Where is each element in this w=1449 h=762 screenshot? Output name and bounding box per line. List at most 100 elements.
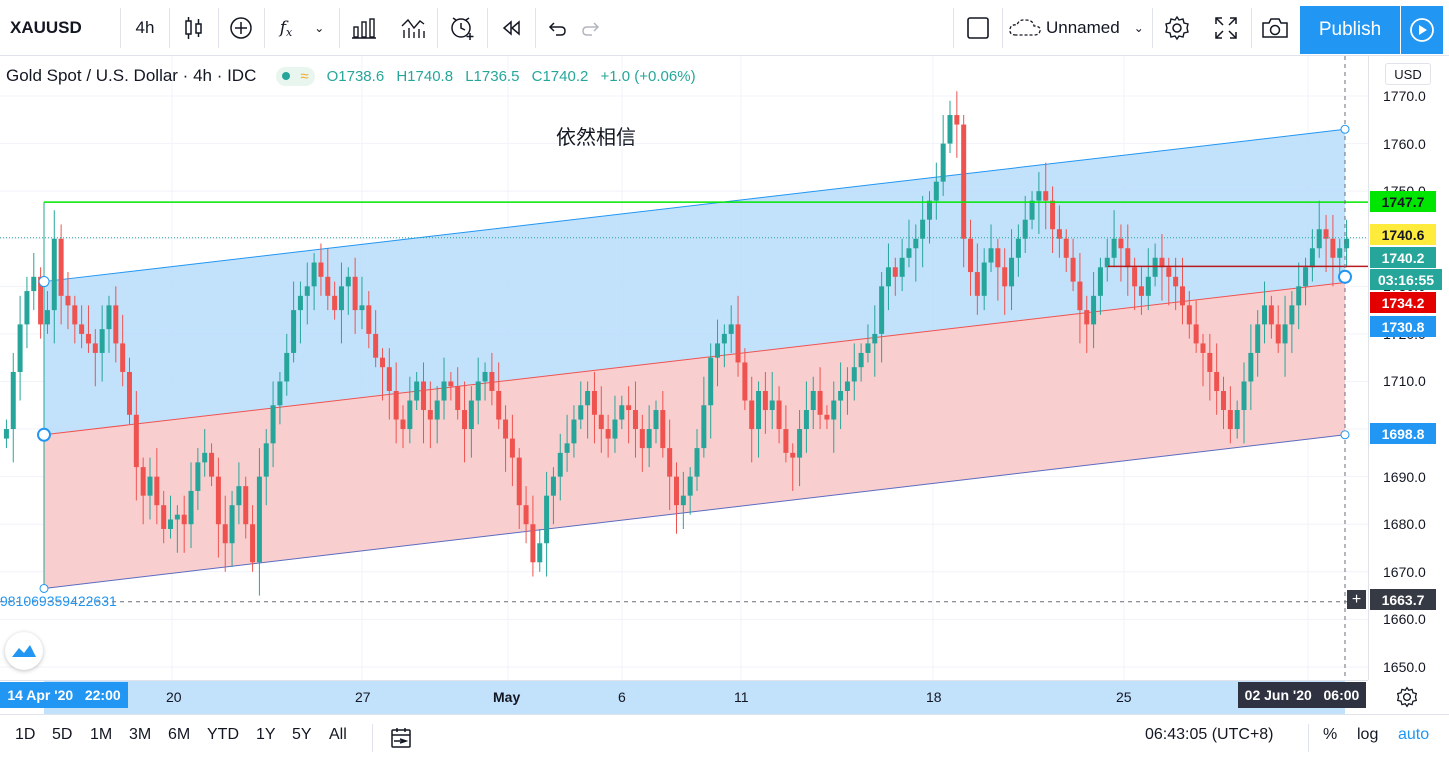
market-status-pill[interactable]: ≈: [276, 66, 315, 86]
goto-date-icon[interactable]: [390, 726, 414, 755]
price-axis[interactable]: [1368, 56, 1449, 680]
add-plus-icon[interactable]: +: [1347, 590, 1366, 609]
legend-close: C1740.2: [531, 67, 589, 85]
candle-body: [1179, 286, 1185, 306]
candle-body: [489, 371, 495, 391]
channel-upper-fill: [44, 129, 1345, 435]
candle-body: [1036, 191, 1042, 201]
range-ytd[interactable]: YTD: [207, 726, 239, 743]
market-open-dot-icon: [282, 72, 291, 80]
range-1m[interactable]: 1M: [90, 726, 113, 743]
fx-icon[interactable]: f x ⌄: [279, 18, 325, 39]
channel-mid-line: [43, 282, 1346, 436]
candle-body: [263, 443, 269, 477]
candle-body: [222, 524, 228, 544]
compare-add-icon[interactable]: [219, 0, 263, 56]
price-tick-label: 1680.0: [1383, 516, 1426, 533]
layout-name-menu[interactable]: Unnamed ⌄: [1008, 0, 1150, 56]
price-tick-label: 1660.0: [1383, 611, 1426, 628]
candle-body: [168, 519, 174, 529]
percent-toggle[interactable]: %: [1323, 726, 1338, 743]
candle-body: [291, 310, 297, 353]
auto-toggle[interactable]: auto: [1398, 726, 1430, 743]
candle-body: [1125, 248, 1131, 268]
redo-icon[interactable]: [574, 0, 610, 56]
candle-body: [701, 405, 707, 449]
publish-button[interactable]: Publish: [1300, 6, 1400, 54]
candle-body: [85, 333, 91, 344]
indicator-templates-icon[interactable]: [390, 0, 436, 56]
candle-body: [126, 371, 132, 415]
candle-body: [1138, 286, 1144, 296]
candle-body: [1091, 295, 1097, 325]
candle-body: [509, 438, 515, 458]
candle-body: [523, 505, 529, 525]
candle-body: [1221, 390, 1227, 411]
candle-body: [1043, 191, 1049, 201]
candle-body: [1111, 238, 1117, 258]
legend-symbol-name[interactable]: Gold Spot / U.S. Dollar · 4h · IDC: [6, 66, 257, 85]
candle-body: [352, 276, 358, 311]
axis-settings-gear-icon[interactable]: [1396, 686, 1420, 710]
candle-body: [475, 381, 481, 401]
symbol-search[interactable]: XAUUSD: [10, 18, 82, 37]
price-tick-label: 1650.0: [1383, 658, 1426, 675]
bottom-separator: [372, 724, 373, 752]
candle-body: [1077, 281, 1083, 311]
candle-body: [715, 343, 721, 358]
price-tick-label: 1670.0: [1383, 563, 1426, 580]
templates-icon[interactable]: [340, 0, 388, 56]
candle-body: [591, 390, 597, 415]
range-1y[interactable]: 1Y: [256, 726, 276, 743]
candle-body: [209, 452, 215, 477]
chart-text-annotation[interactable]: 依然相信: [556, 127, 636, 149]
log-toggle[interactable]: log: [1357, 726, 1379, 743]
candle-body: [154, 476, 160, 506]
candle-body: [749, 400, 755, 430]
gear-icon[interactable]: [1153, 0, 1201, 56]
price-chart[interactable]: [0, 56, 1368, 680]
channel-handle-left-top: [38, 276, 50, 288]
candle-body: [455, 386, 461, 411]
replay-icon[interactable]: [488, 0, 534, 56]
interval-button[interactable]: 4h: [135, 18, 155, 37]
layout-square-icon[interactable]: [954, 0, 1002, 56]
candle-body: [345, 276, 351, 287]
candle-body: [728, 324, 734, 334]
candle-body: [646, 429, 652, 449]
play-icon[interactable]: [1401, 6, 1443, 54]
undo-icon[interactable]: [538, 0, 574, 56]
candles-icon[interactable]: [170, 0, 218, 56]
candle-body: [708, 357, 714, 406]
candle-body: [236, 486, 242, 506]
candle-body: [667, 448, 673, 477]
time-label: May: [493, 689, 521, 705]
range-5d[interactable]: 5D: [52, 726, 73, 743]
candle-body: [106, 305, 112, 330]
candle-body: [844, 381, 850, 391]
candle-body: [1022, 219, 1028, 239]
candle-body: [1015, 238, 1021, 258]
range-3m[interactable]: 3M: [129, 726, 152, 743]
camera-icon[interactable]: [1252, 0, 1298, 56]
alert-clock-icon[interactable]: [438, 0, 486, 56]
candle-body: [3, 429, 9, 439]
candle-body: [851, 367, 857, 382]
candle-body: [598, 414, 604, 430]
candle-body: [769, 400, 775, 411]
clock-timezone[interactable]: 06:43:05 (UTC+8): [1145, 726, 1274, 743]
range-5y[interactable]: 5Y: [292, 726, 312, 743]
currency-label[interactable]: USD: [1385, 63, 1431, 85]
candle-body: [1255, 324, 1261, 353]
candle-body: [1002, 267, 1008, 287]
time-label: 18: [926, 689, 942, 705]
fullscreen-icon[interactable]: [1202, 0, 1250, 56]
price-tick-label: 1710.0: [1383, 373, 1426, 390]
range-6m[interactable]: 6M: [168, 726, 191, 743]
time-start-badge: 14 Apr '20 22:00: [0, 682, 128, 708]
range-all[interactable]: All: [329, 726, 347, 743]
candle-body: [284, 352, 290, 382]
candle-body: [885, 267, 891, 287]
tradingview-logo-icon[interactable]: [5, 632, 43, 670]
range-1d[interactable]: 1D: [15, 726, 36, 743]
